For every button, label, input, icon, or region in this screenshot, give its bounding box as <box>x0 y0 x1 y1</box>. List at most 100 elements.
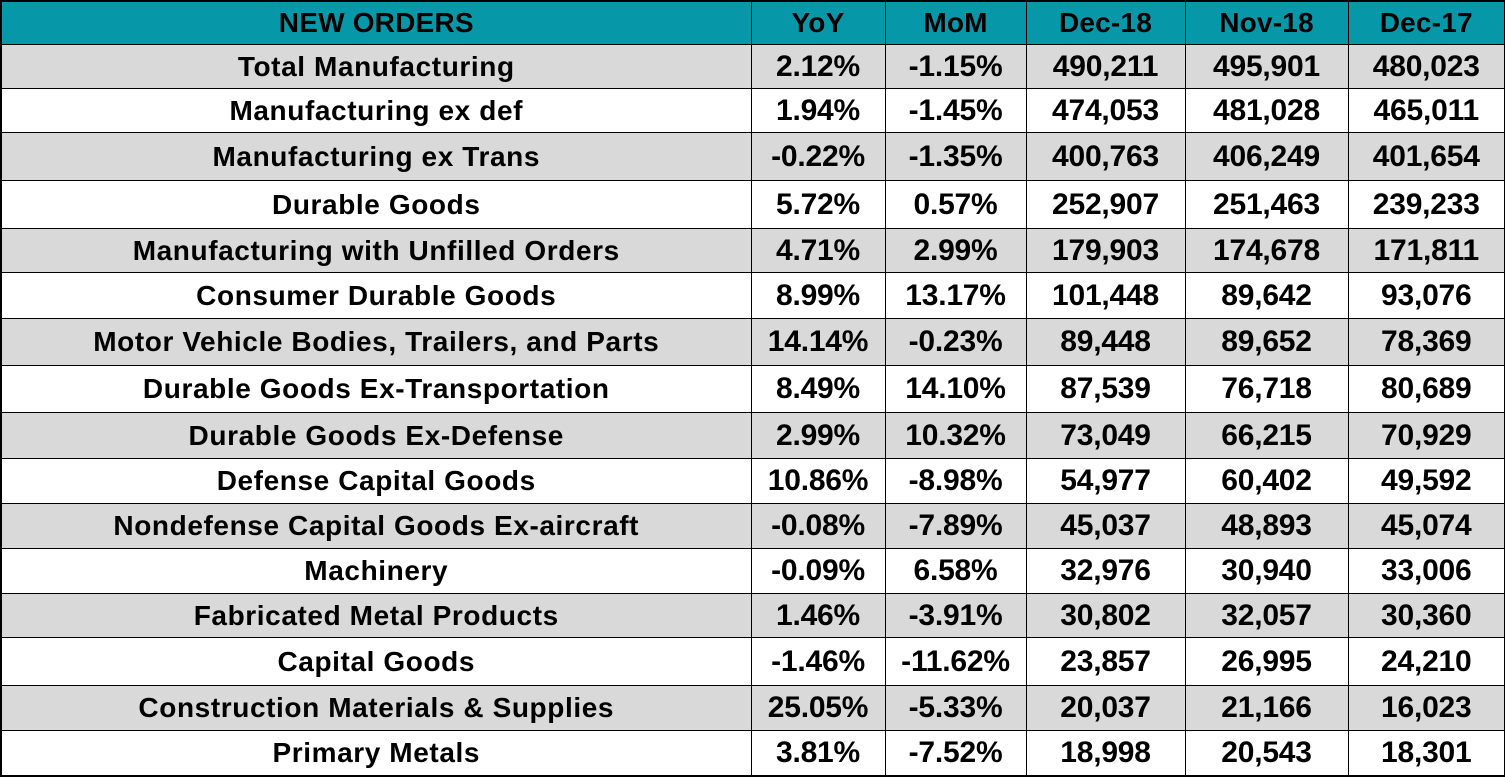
dec-18-cell: 101,448 <box>1025 272 1186 319</box>
dec-17-cell: 480,023 <box>1347 44 1505 89</box>
mom-cell: -5.33% <box>884 685 1027 731</box>
header-new-orders: NEW ORDERS <box>0 0 752 45</box>
yoy-cell: 1.46% <box>750 593 886 638</box>
dec-17-cell: 24,210 <box>1347 637 1505 686</box>
table-row: Construction Materials & Supplies 25.05% -… <box>0 685 1505 731</box>
row-label: Manufacturing ex def <box>0 88 752 133</box>
mom-cell: -8.98% <box>884 458 1027 504</box>
yoy-cell: 5.72% <box>750 180 886 229</box>
yoy-cell: 2.99% <box>750 412 886 459</box>
dec-18-cell: 20,037 <box>1025 685 1186 731</box>
mom-cell: -1.45% <box>884 88 1027 133</box>
mom-cell: 10.32% <box>884 412 1027 459</box>
row-label: Capital Goods <box>0 637 752 686</box>
nov-18-cell: 251,463 <box>1184 180 1349 229</box>
dec-18-cell: 179,903 <box>1025 228 1186 273</box>
dec-18-cell: 30,802 <box>1025 593 1186 638</box>
dec-18-cell: 18,998 <box>1025 730 1186 776</box>
dec-17-cell: 70,929 <box>1347 412 1505 459</box>
dec-18-cell: 23,857 <box>1025 637 1186 686</box>
dec-18-cell: 252,907 <box>1025 180 1186 229</box>
table-row: Manufacturing with Unfilled Orders 4.71% 2… <box>0 228 1505 273</box>
dec-17-cell: 80,689 <box>1347 365 1505 413</box>
table-row: Primary Metals 3.81% -7.52% 18,998 20,543 18,… <box>0 730 1505 776</box>
row-label: Motor Vehicle Bodies, Trailers, and Part… <box>0 318 752 366</box>
row-label: Nondefense Capital Goods Ex-aircraft <box>0 503 752 549</box>
table-row: Machinery -0.09% 6.58% 32,976 30,940 33,006 <box>0 548 1505 594</box>
table-row: Durable Goods Ex-Transportation 8.49% 14.1… <box>0 365 1505 413</box>
dec-17-cell: 171,811 <box>1347 228 1505 273</box>
mom-cell: -11.62% <box>884 637 1027 686</box>
mom-cell: 0.57% <box>884 180 1027 229</box>
dec-18-cell: 89,448 <box>1025 318 1186 366</box>
table-row: Defense Capital Goods 10.86% -8.98% 54,977 6… <box>0 458 1505 504</box>
dec-18-cell: 45,037 <box>1025 503 1186 549</box>
row-label: Durable Goods <box>0 180 752 229</box>
row-label: Manufacturing with Unfilled Orders <box>0 228 752 273</box>
row-label: Construction Materials & Supplies <box>0 685 752 731</box>
dec-18-cell: 32,976 <box>1025 548 1186 594</box>
nov-18-cell: 495,901 <box>1184 44 1349 89</box>
nov-18-cell: 60,402 <box>1184 458 1349 504</box>
mom-cell: -7.52% <box>884 730 1027 776</box>
dec-17-cell: 33,006 <box>1347 548 1505 594</box>
dec-18-cell: 73,049 <box>1025 412 1186 459</box>
header-nov-18: Nov-18 <box>1184 0 1349 45</box>
table-row: Consumer Durable Goods 8.99% 13.17% 101,448… <box>0 272 1505 319</box>
mom-cell: 14.10% <box>884 365 1027 413</box>
header-mom: MoM <box>884 0 1027 45</box>
mom-cell: -7.89% <box>884 503 1027 549</box>
nov-18-cell: 48,893 <box>1184 503 1349 549</box>
dec-18-cell: 400,763 <box>1025 132 1186 181</box>
table-row: Fabricated Metal Products 1.46% -3.91% 30,8… <box>0 593 1505 638</box>
dec-17-cell: 45,074 <box>1347 503 1505 549</box>
nov-18-cell: 76,718 <box>1184 365 1349 413</box>
nov-18-cell: 174,678 <box>1184 228 1349 273</box>
table-row: Capital Goods -1.46% -11.62% 23,857 26,995 24… <box>0 637 1505 686</box>
row-label: Manufacturing ex Trans <box>0 132 752 181</box>
nov-18-cell: 26,995 <box>1184 637 1349 686</box>
nov-18-cell: 21,166 <box>1184 685 1349 731</box>
mom-cell: 6.58% <box>884 548 1027 594</box>
table-row: Manufacturing ex Trans -0.22% -1.35% 400,76… <box>0 132 1505 181</box>
yoy-cell: -0.09% <box>750 548 886 594</box>
yoy-cell: 25.05% <box>750 685 886 731</box>
table-row: Durable Goods 5.72% 0.57% 252,907 251,463 239… <box>0 180 1505 229</box>
mom-cell: 2.99% <box>884 228 1027 273</box>
nov-18-cell: 66,215 <box>1184 412 1349 459</box>
nov-18-cell: 20,543 <box>1184 730 1349 776</box>
yoy-cell: 3.81% <box>750 730 886 776</box>
row-label: Fabricated Metal Products <box>0 593 752 638</box>
nov-18-cell: 481,028 <box>1184 88 1349 133</box>
table-row: Manufacturing ex def 1.94% -1.45% 474,053 48… <box>0 88 1505 133</box>
yoy-cell: 8.99% <box>750 272 886 319</box>
dec-17-cell: 78,369 <box>1347 318 1505 366</box>
nov-18-cell: 89,652 <box>1184 318 1349 366</box>
dec-17-cell: 93,076 <box>1347 272 1505 319</box>
dec-18-cell: 87,539 <box>1025 365 1186 413</box>
nov-18-cell: 406,249 <box>1184 132 1349 181</box>
mom-cell: -0.23% <box>884 318 1027 366</box>
dec-17-cell: 465,011 <box>1347 88 1505 133</box>
table-row: Nondefense Capital Goods Ex-aircraft -0.0… <box>0 503 1505 549</box>
yoy-cell: 8.49% <box>750 365 886 413</box>
nov-18-cell: 89,642 <box>1184 272 1349 319</box>
header-dec-17: Dec-17 <box>1347 0 1505 45</box>
table-row: Durable Goods Ex-Defense 2.99% 10.32% 73,04… <box>0 412 1505 459</box>
mom-cell: -1.15% <box>884 44 1027 89</box>
mom-cell: -3.91% <box>884 593 1027 638</box>
yoy-cell: 1.94% <box>750 88 886 133</box>
dec-17-cell: 16,023 <box>1347 685 1505 731</box>
header-row: NEW ORDERS YoY MoM Dec-18 Nov-18 Dec-17 <box>0 0 1505 45</box>
dec-17-cell: 18,301 <box>1347 730 1505 776</box>
row-label: Durable Goods Ex-Transportation <box>0 365 752 413</box>
header-dec-18: Dec-18 <box>1025 0 1186 45</box>
yoy-cell: -0.22% <box>750 132 886 181</box>
dec-17-cell: 239,233 <box>1347 180 1505 229</box>
yoy-cell: -0.08% <box>750 503 886 549</box>
row-label: Machinery <box>0 548 752 594</box>
yoy-cell: 14.14% <box>750 318 886 366</box>
row-label: Consumer Durable Goods <box>0 272 752 319</box>
header-yoy: YoY <box>750 0 886 45</box>
